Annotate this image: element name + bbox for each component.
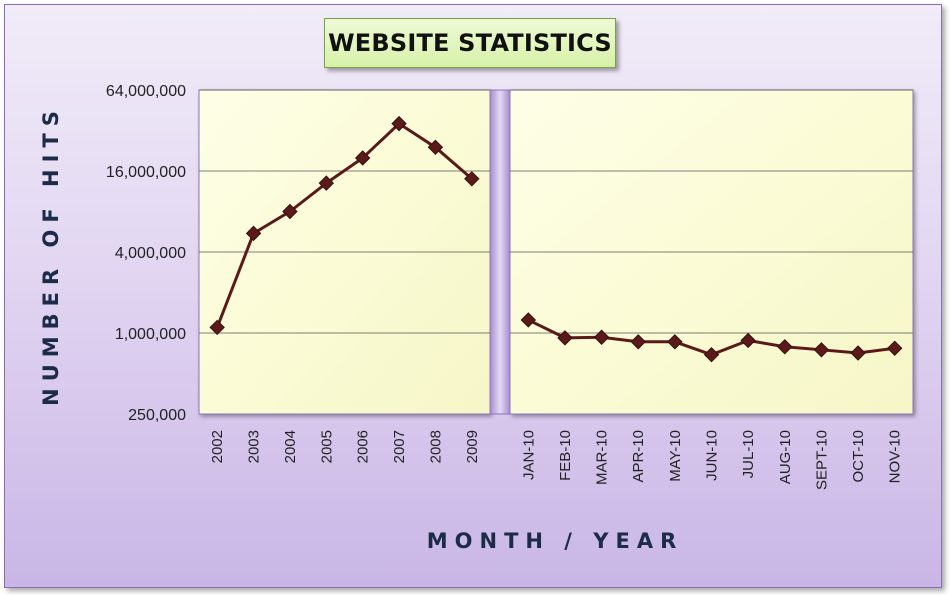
x-tick-label: 2006	[355, 430, 372, 463]
data-point	[520, 312, 537, 328]
chart-title-box: WEBSITE STATISTICS	[324, 18, 616, 68]
y-tick-label: 1,000,000	[115, 326, 186, 343]
x-tick-label: 2005	[318, 430, 335, 463]
y-tick-label: 250,000	[128, 407, 186, 424]
data-point	[667, 334, 683, 350]
data-point	[391, 115, 407, 132]
x-tick-label: 2007	[391, 430, 408, 463]
x-tick-label: AUG-10	[777, 430, 794, 484]
data-point	[557, 330, 573, 346]
data-point	[354, 150, 371, 166]
x-axis-title: MONTH / YEAR	[427, 529, 684, 553]
data-point	[740, 332, 756, 349]
data-point	[464, 171, 480, 187]
period-divider	[489, 89, 511, 415]
x-tick-label: 2002	[209, 430, 226, 463]
x-tick-label: SEPT-10	[813, 430, 830, 490]
data-point	[593, 329, 610, 345]
x-tick-label: 2008	[427, 430, 444, 463]
y-tick-label: 16,000,000	[106, 164, 186, 181]
x-tick-label: 2009	[464, 430, 481, 463]
x-tick-label: 2003	[246, 430, 263, 463]
y-tick-label: 4,000,000	[115, 245, 186, 262]
data-point	[245, 225, 262, 242]
data-point	[813, 342, 830, 358]
data-point	[777, 339, 793, 355]
x-tick-label: JUL-10	[740, 430, 757, 478]
x-tick-label: JAN-10	[520, 430, 537, 480]
data-point	[318, 175, 335, 191]
x-tick-label: 2004	[282, 430, 299, 463]
x-tick-label: NOV-10	[887, 430, 904, 483]
data-point	[850, 345, 866, 361]
x-tick-label: OCT-10	[850, 430, 867, 483]
x-tick-label: MAY-10	[667, 430, 684, 482]
data-point	[282, 203, 298, 220]
y-tick-label: 64,000,000	[106, 83, 186, 100]
x-tick-label: MAR-10	[594, 430, 611, 485]
data-point	[703, 346, 720, 363]
y-axis-title: NUMBER OF HITS	[39, 104, 63, 406]
data-point	[886, 340, 903, 356]
data-point	[427, 139, 444, 156]
x-tick-label: FEB-10	[557, 430, 574, 481]
data-point	[630, 334, 646, 350]
chart-title: WEBSITE STATISTICS	[328, 29, 612, 57]
series-line	[215, 122, 473, 328]
x-tick-label: APR-10	[630, 430, 647, 483]
x-tick-label: JUN-10	[704, 430, 721, 481]
data-point	[209, 319, 225, 336]
